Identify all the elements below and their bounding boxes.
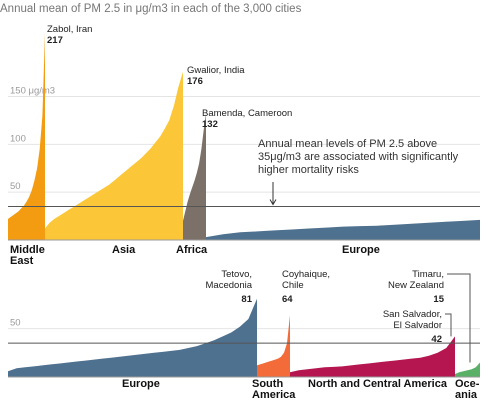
annotation-city: El Salvador — [393, 320, 442, 331]
region-label: North and Central America — [308, 378, 448, 390]
annotation-city: Zabol, Iran — [47, 24, 92, 35]
annotation-city: Chile — [282, 280, 304, 291]
annotation-city: New Zealand — [388, 280, 444, 291]
threshold-note: Annual mean levels of PM 2.5 above — [258, 138, 437, 150]
annotation-city: Bamenda, Cameroon — [202, 108, 292, 119]
annotation-city: Tetovo, — [221, 269, 252, 280]
region-label: East — [10, 255, 34, 267]
annotation-city: Coyhaique, — [282, 269, 330, 280]
region-label: Europe — [122, 378, 160, 390]
threshold-note: 35μg/m3 are associated with significantl… — [258, 151, 459, 163]
series-area-asia — [45, 71, 183, 240]
annotation-leader — [447, 273, 471, 363]
annotation-value: 217 — [47, 35, 63, 46]
series-area-middle-east — [8, 32, 45, 241]
region-label: Middle — [10, 244, 45, 256]
series-area-africa — [183, 113, 206, 240]
series-area-south-america — [257, 315, 290, 377]
annotation-value: 176 — [187, 76, 203, 87]
annotation-leader — [445, 313, 452, 337]
note-arrowhead — [269, 199, 277, 206]
y-tick-label: 50 — [10, 318, 21, 329]
region-label: South — [252, 378, 283, 390]
annotation-value: 64 — [282, 294, 293, 305]
region-label: America — [252, 389, 296, 401]
annotation-value: 42 — [431, 334, 442, 345]
y-tick-label: 100 — [10, 133, 26, 144]
region-label: ania — [455, 389, 478, 401]
annotation-city: San Salvador, — [383, 309, 442, 320]
series-area-europe — [206, 219, 480, 240]
series-area-north-and-central-america — [290, 336, 455, 377]
annotation-city: Timaru, — [412, 269, 444, 280]
threshold-note: higher mortality risks — [258, 164, 359, 176]
annotation-value: 15 — [433, 294, 444, 305]
chart-title: Annual mean of PM 2.5 in μg/m3 in each o… — [0, 3, 302, 15]
region-label: Oce- — [455, 378, 480, 390]
annotation-city: Macedonia — [206, 280, 253, 291]
y-tick-label: 150 μg/m3 — [10, 86, 55, 97]
series-area-oceania — [455, 362, 480, 377]
annotation-city: Gwalior, India — [187, 65, 245, 76]
region-label: Europe — [342, 244, 380, 256]
annotation-value: 132 — [202, 119, 218, 130]
region-label: Africa — [176, 244, 208, 256]
series-area-europe — [8, 298, 257, 377]
annotation-value: 81 — [241, 294, 252, 305]
region-label: Asia — [112, 244, 136, 256]
y-tick-label: 50 — [10, 181, 21, 192]
